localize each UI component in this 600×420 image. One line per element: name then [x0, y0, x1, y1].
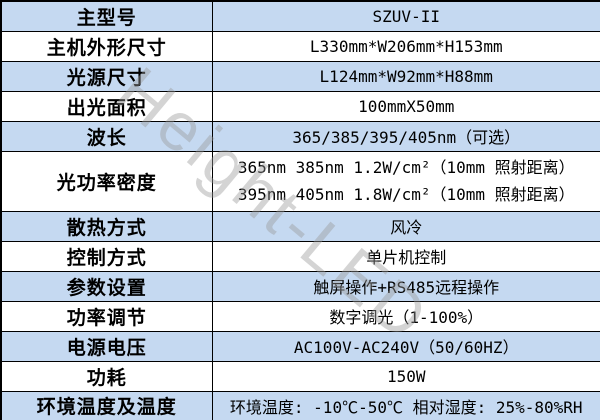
row-value: 环境温度: -10℃-50℃ 相对湿度: 25%-80%RH [211, 390, 600, 420]
table-row-model: 主型号 SZUV-II [0, 0, 600, 32]
row-label: 环境温度及温度 [0, 390, 213, 420]
row-label: 散热方式 [0, 210, 213, 242]
row-label: 主机外形尺寸 [0, 30, 213, 62]
table-row-power-adjustment: 功率调节 数字调光（1-100%） [0, 300, 600, 332]
row-value: L330mm*W206mm*H153mm [211, 30, 600, 62]
row-label: 电源电压 [0, 330, 213, 362]
table-row-power-consumption: 功耗 150W [0, 360, 600, 392]
row-label: 功耗 [0, 360, 213, 392]
row-label: 光功率密度 [0, 150, 213, 212]
row-value: 风冷 [211, 210, 600, 242]
row-value-line-1: 365nm 385nm 1.2W/cm²（10mm 照射距离） [237, 158, 575, 177]
row-value: 365/385/395/405nm（可选） [211, 120, 600, 152]
row-value: 单片机控制 [211, 240, 600, 272]
row-value: L124mm*W92mm*H88mm [211, 60, 600, 92]
row-value: 数字调光（1-100%） [211, 300, 600, 332]
row-label: 主型号 [0, 0, 213, 32]
row-label: 出光面积 [0, 90, 213, 122]
table-row-host-dimensions: 主机外形尺寸 L330mm*W206mm*H153mm [0, 30, 600, 62]
row-value: 100mmX50mm [211, 90, 600, 122]
row-label: 光源尺寸 [0, 60, 213, 92]
row-value: 150W [211, 360, 600, 392]
row-label: 功率调节 [0, 300, 213, 332]
table-row-control-method: 控制方式 单片机控制 [0, 240, 600, 272]
row-value: SZUV-II [211, 0, 600, 32]
row-value: AC100V-AC240V（50/60HZ） [211, 330, 600, 362]
row-value-line-2: 395nm 405nm 1.8W/cm²（10mm 照射距离） [237, 185, 575, 204]
row-label: 控制方式 [0, 240, 213, 272]
table-row-supply-voltage: 电源电压 AC100V-AC240V（50/60HZ） [0, 330, 600, 362]
table-row-environment: 环境温度及温度 环境温度: -10℃-50℃ 相对湿度: 25%-80%RH [0, 390, 600, 420]
row-value: 365nm 385nm 1.2W/cm²（10mm 照射距离） 395nm 40… [211, 150, 600, 212]
table-row-wavelength: 波长 365/385/395/405nm（可选） [0, 120, 600, 152]
table-row-parameter-setting: 参数设置 触屏操作+RS485远程操作 [0, 270, 600, 302]
table-row-power-density: 光功率密度 365nm 385nm 1.2W/cm²（10mm 照射距离） 39… [0, 150, 600, 212]
row-label: 参数设置 [0, 270, 213, 302]
row-label: 波长 [0, 120, 213, 152]
row-value: 触屏操作+RS485远程操作 [211, 270, 600, 302]
table-row-cooling: 散热方式 风冷 [0, 210, 600, 242]
table-row-emitting-area: 出光面积 100mmX50mm [0, 90, 600, 122]
table-row-light-source-size: 光源尺寸 L124mm*W92mm*H88mm [0, 60, 600, 92]
